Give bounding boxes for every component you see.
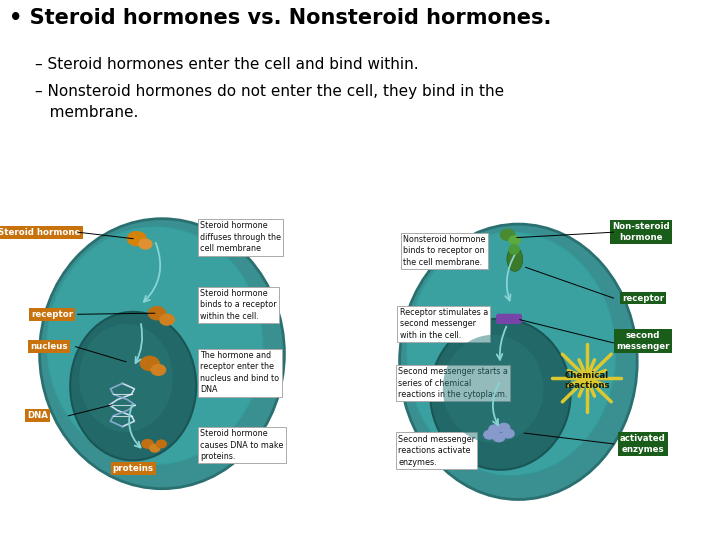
Circle shape (509, 236, 521, 245)
Circle shape (160, 314, 174, 325)
FancyBboxPatch shape (496, 314, 522, 324)
Text: The hormone and
receptor enter the
nucleus and bind to
DNA: The hormone and receptor enter the nucle… (200, 351, 279, 394)
Circle shape (498, 423, 510, 432)
Text: Steroid hormone: Steroid hormone (0, 228, 81, 237)
Circle shape (140, 356, 159, 370)
Circle shape (156, 440, 166, 448)
Ellipse shape (79, 324, 173, 432)
Text: activated
enzymes: activated enzymes (620, 434, 666, 454)
Ellipse shape (407, 232, 616, 475)
Text: Steroid hormone
binds to a receptor
within the cell.: Steroid hormone binds to a receptor with… (200, 289, 276, 321)
Text: second
messenger: second messenger (616, 331, 670, 352)
Text: • Steroid hormones vs. Nonsteroid hormones.: • Steroid hormones vs. Nonsteroid hormon… (9, 8, 551, 28)
Circle shape (151, 364, 166, 375)
Ellipse shape (47, 227, 263, 464)
Circle shape (489, 425, 500, 434)
Ellipse shape (400, 224, 637, 500)
Text: Receptor stimulates a
second messenger
with in the cell.: Receptor stimulates a second messenger w… (400, 308, 488, 340)
Text: Second messenger starts a
series of chemical
reactions in the cytoplasm.: Second messenger starts a series of chem… (398, 367, 508, 399)
Circle shape (484, 430, 495, 439)
Ellipse shape (443, 335, 544, 443)
Text: – Nonsteroid hormones do not enter the cell, they bind in the
   membrane.: – Nonsteroid hormones do not enter the c… (35, 84, 504, 120)
Text: nucleus: nucleus (30, 342, 68, 351)
Text: Steroid hormone
diffuses through the
cell membrane: Steroid hormone diffuses through the cel… (200, 221, 282, 253)
Ellipse shape (507, 247, 523, 271)
Text: receptor: receptor (622, 294, 664, 302)
Circle shape (142, 440, 153, 448)
Circle shape (500, 230, 515, 240)
Text: receptor: receptor (31, 310, 73, 319)
Text: Steroid hormone
causes DNA to make
proteins.: Steroid hormone causes DNA to make prote… (200, 429, 284, 461)
Text: DNA: DNA (27, 411, 48, 420)
Circle shape (139, 239, 152, 249)
Ellipse shape (70, 312, 196, 460)
Circle shape (148, 307, 166, 320)
Ellipse shape (508, 244, 520, 255)
Circle shape (493, 433, 505, 442)
Text: Second messenger
reactions activate
enzymes.: Second messenger reactions activate enzy… (398, 435, 475, 467)
Text: Nonsteroid hormone
binds to receptor on
the cell membrane.: Nonsteroid hormone binds to receptor on … (403, 235, 486, 267)
Circle shape (150, 444, 160, 452)
Text: proteins: proteins (113, 464, 153, 472)
Circle shape (127, 232, 146, 246)
Ellipse shape (40, 219, 284, 489)
Ellipse shape (431, 319, 571, 470)
Circle shape (503, 429, 514, 438)
Text: – Steroid hormones enter the cell and bind within.: – Steroid hormones enter the cell and bi… (35, 57, 418, 72)
Text: Non-steroid
hormone: Non-steroid hormone (612, 222, 670, 242)
Text: Chemical
reactions: Chemical reactions (564, 371, 610, 390)
